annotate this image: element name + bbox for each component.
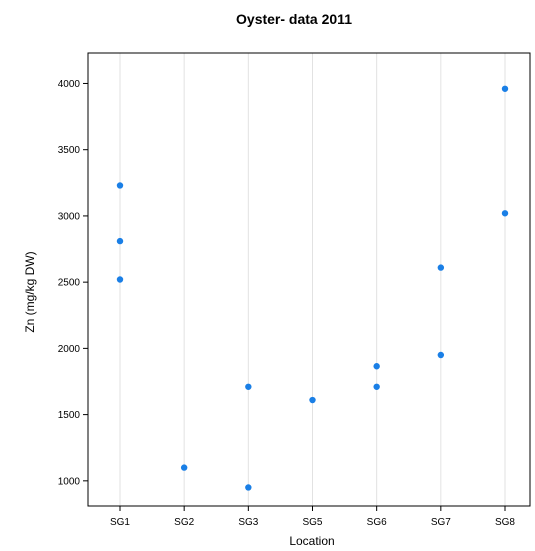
data-point-sg3 <box>245 484 252 491</box>
y-tick-label: 3000 <box>58 211 81 222</box>
y-tick-label: 3500 <box>58 145 81 156</box>
data-point-sg7 <box>437 264 445 271</box>
y-tick-label: 2500 <box>58 278 81 289</box>
data-point-sg7 <box>437 351 445 359</box>
data-point-sg1 <box>116 182 124 189</box>
x-tick-label: SG8 <box>495 517 515 528</box>
data-point-sg2 <box>180 464 188 471</box>
y-tick-label: 2000 <box>58 344 81 355</box>
data-point-sg8 <box>501 85 509 92</box>
x-tick-label: SG3 <box>238 517 258 528</box>
y-tick-label: 1000 <box>58 476 81 487</box>
plot-frame <box>87 52 531 507</box>
data-point-sg6 <box>373 383 380 390</box>
y-axis: 1000 1500 2000 2500 3000 3500 4000 <box>58 79 88 487</box>
y-tick-label: 1500 <box>58 410 81 421</box>
grid-lines <box>119 53 506 506</box>
x-tick-label: SG6 <box>367 517 387 528</box>
x-tick-label: SG1 <box>110 517 130 528</box>
x-tick-label: SG2 <box>174 517 194 528</box>
x-tick-label: SG5 <box>302 517 322 528</box>
y-axis-label: Zn (mg/kg DW) <box>23 251 37 332</box>
x-axis: SG1 SG2 SG3 SG5 SG6 SG7 SG8 <box>110 506 515 528</box>
data-point-sg1 <box>116 237 124 245</box>
chart-title: Oyster- data 2011 <box>236 11 352 27</box>
data-point-sg5 <box>309 396 316 404</box>
x-tick-label: SG7 <box>431 517 451 528</box>
data-point-sg3 <box>245 383 252 390</box>
y-tick-label: 4000 <box>58 79 81 90</box>
x-axis-label: Location <box>289 534 334 548</box>
data-point-sg1 <box>116 276 124 283</box>
data-points <box>116 85 509 491</box>
data-point-sg8 <box>501 210 509 217</box>
data-point-sg6 <box>373 363 380 370</box>
